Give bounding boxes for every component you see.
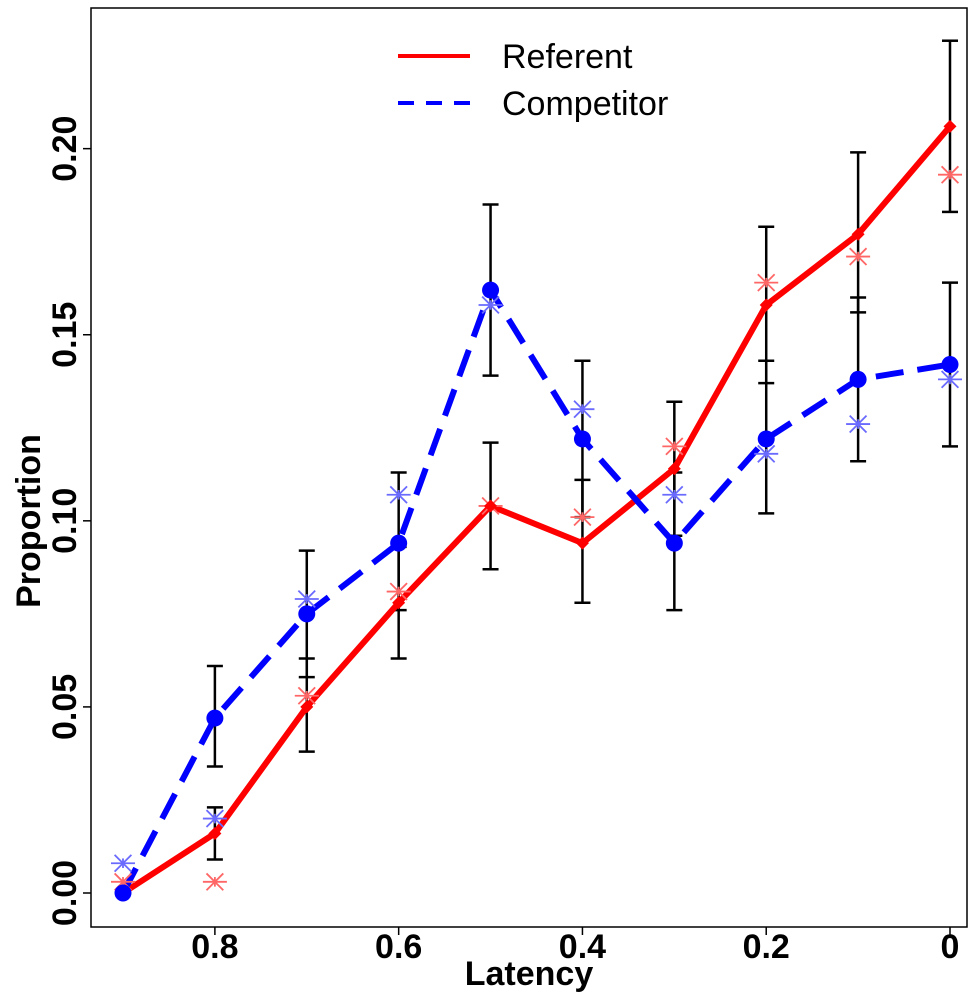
observed-point-competitor [478,295,503,315]
data-point-referent [575,536,589,550]
data-point-competitor [482,281,500,299]
y-tick-label: 0.20 [46,116,84,182]
observed-point-referent [202,872,227,891]
observed-point-competitor [662,485,687,504]
data-point-referent [300,700,314,714]
y-tick-label: 0.10 [46,488,84,554]
x-tick-label: 0.8 [191,928,238,966]
y-tick-label: 0.05 [46,674,84,740]
data-point-competitor [757,430,775,448]
observed-point-referent [386,582,411,601]
legend-label-competitor: Competitor [502,85,668,123]
series-line-competitor [120,287,951,895]
data-point-referent [759,298,773,312]
observed-point-competitor [754,444,779,463]
data-point-referent [667,462,681,476]
plot-frame [90,7,968,928]
legend-label-referent: Referent [502,38,633,76]
y-tick-label: 0.00 [46,860,84,926]
observed-point-competitor [386,485,411,504]
observed-point-referent [938,165,962,184]
data-point-competitor [941,356,959,374]
y-axis-title: Proportion [10,434,48,608]
observed-point-competitor [570,400,595,419]
data-point-referent [392,596,406,610]
x-tick-label: 0.4 [559,928,606,966]
observed-point-competitor [294,589,319,609]
observed-point-referent [570,508,595,527]
observed-point-referent [754,273,779,292]
data-point-competitor [390,534,408,552]
x-axis-title: Latency [465,955,594,993]
data-point-competitor [114,884,132,902]
data-point-referent [484,499,498,513]
data-point-referent [208,826,222,840]
observed-point-competitor [938,370,962,389]
data-point-referent [851,227,865,241]
series-line-referent [121,124,953,896]
observed-point-referent [846,247,871,266]
data-point-competitor [849,370,867,388]
observed-point-referent [294,686,319,705]
data-point-competitor [206,709,224,727]
x-tick-label: 0.2 [743,928,790,966]
x-tick-label: 0.6 [375,928,422,966]
data-point-referent [943,119,957,133]
data-point-competitor [573,430,591,448]
data-point-competitor [665,534,683,552]
observed-point-competitor [846,415,871,434]
y-tick-label: 0.15 [46,302,84,368]
observed-point-competitor [202,809,227,828]
observed-point-referent [662,437,687,456]
x-tick-label: 0 [941,928,960,966]
observed-point-competitor [111,854,135,873]
data-point-competitor [298,605,316,623]
